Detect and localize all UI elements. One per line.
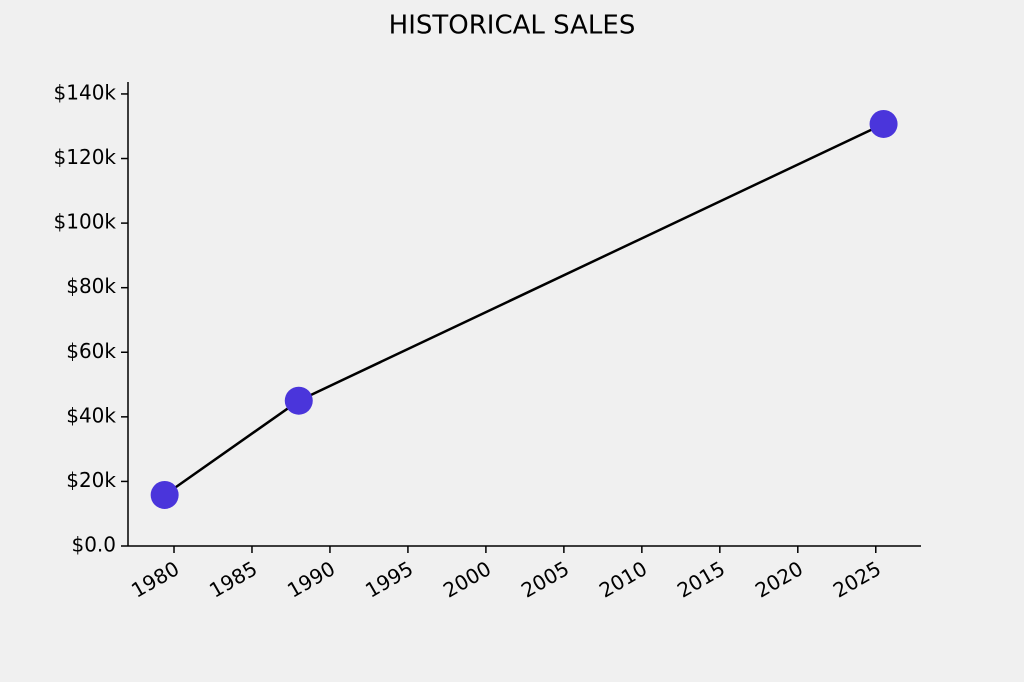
data-point xyxy=(869,109,898,138)
y-tick-label: $120k xyxy=(54,145,117,169)
y-tick-label: $40k xyxy=(66,403,116,427)
data-point xyxy=(284,386,313,415)
y-tick-label: $140k xyxy=(54,80,117,104)
y-tick-label: $0.0 xyxy=(71,533,116,557)
data-point xyxy=(150,480,179,509)
y-tick-label: $60k xyxy=(66,339,116,363)
y-tick-label: $80k xyxy=(66,274,116,298)
chart-title: HISTORICAL SALES xyxy=(389,11,636,41)
y-tick-label: $20k xyxy=(66,468,116,492)
y-tick-label: $100k xyxy=(54,210,117,234)
